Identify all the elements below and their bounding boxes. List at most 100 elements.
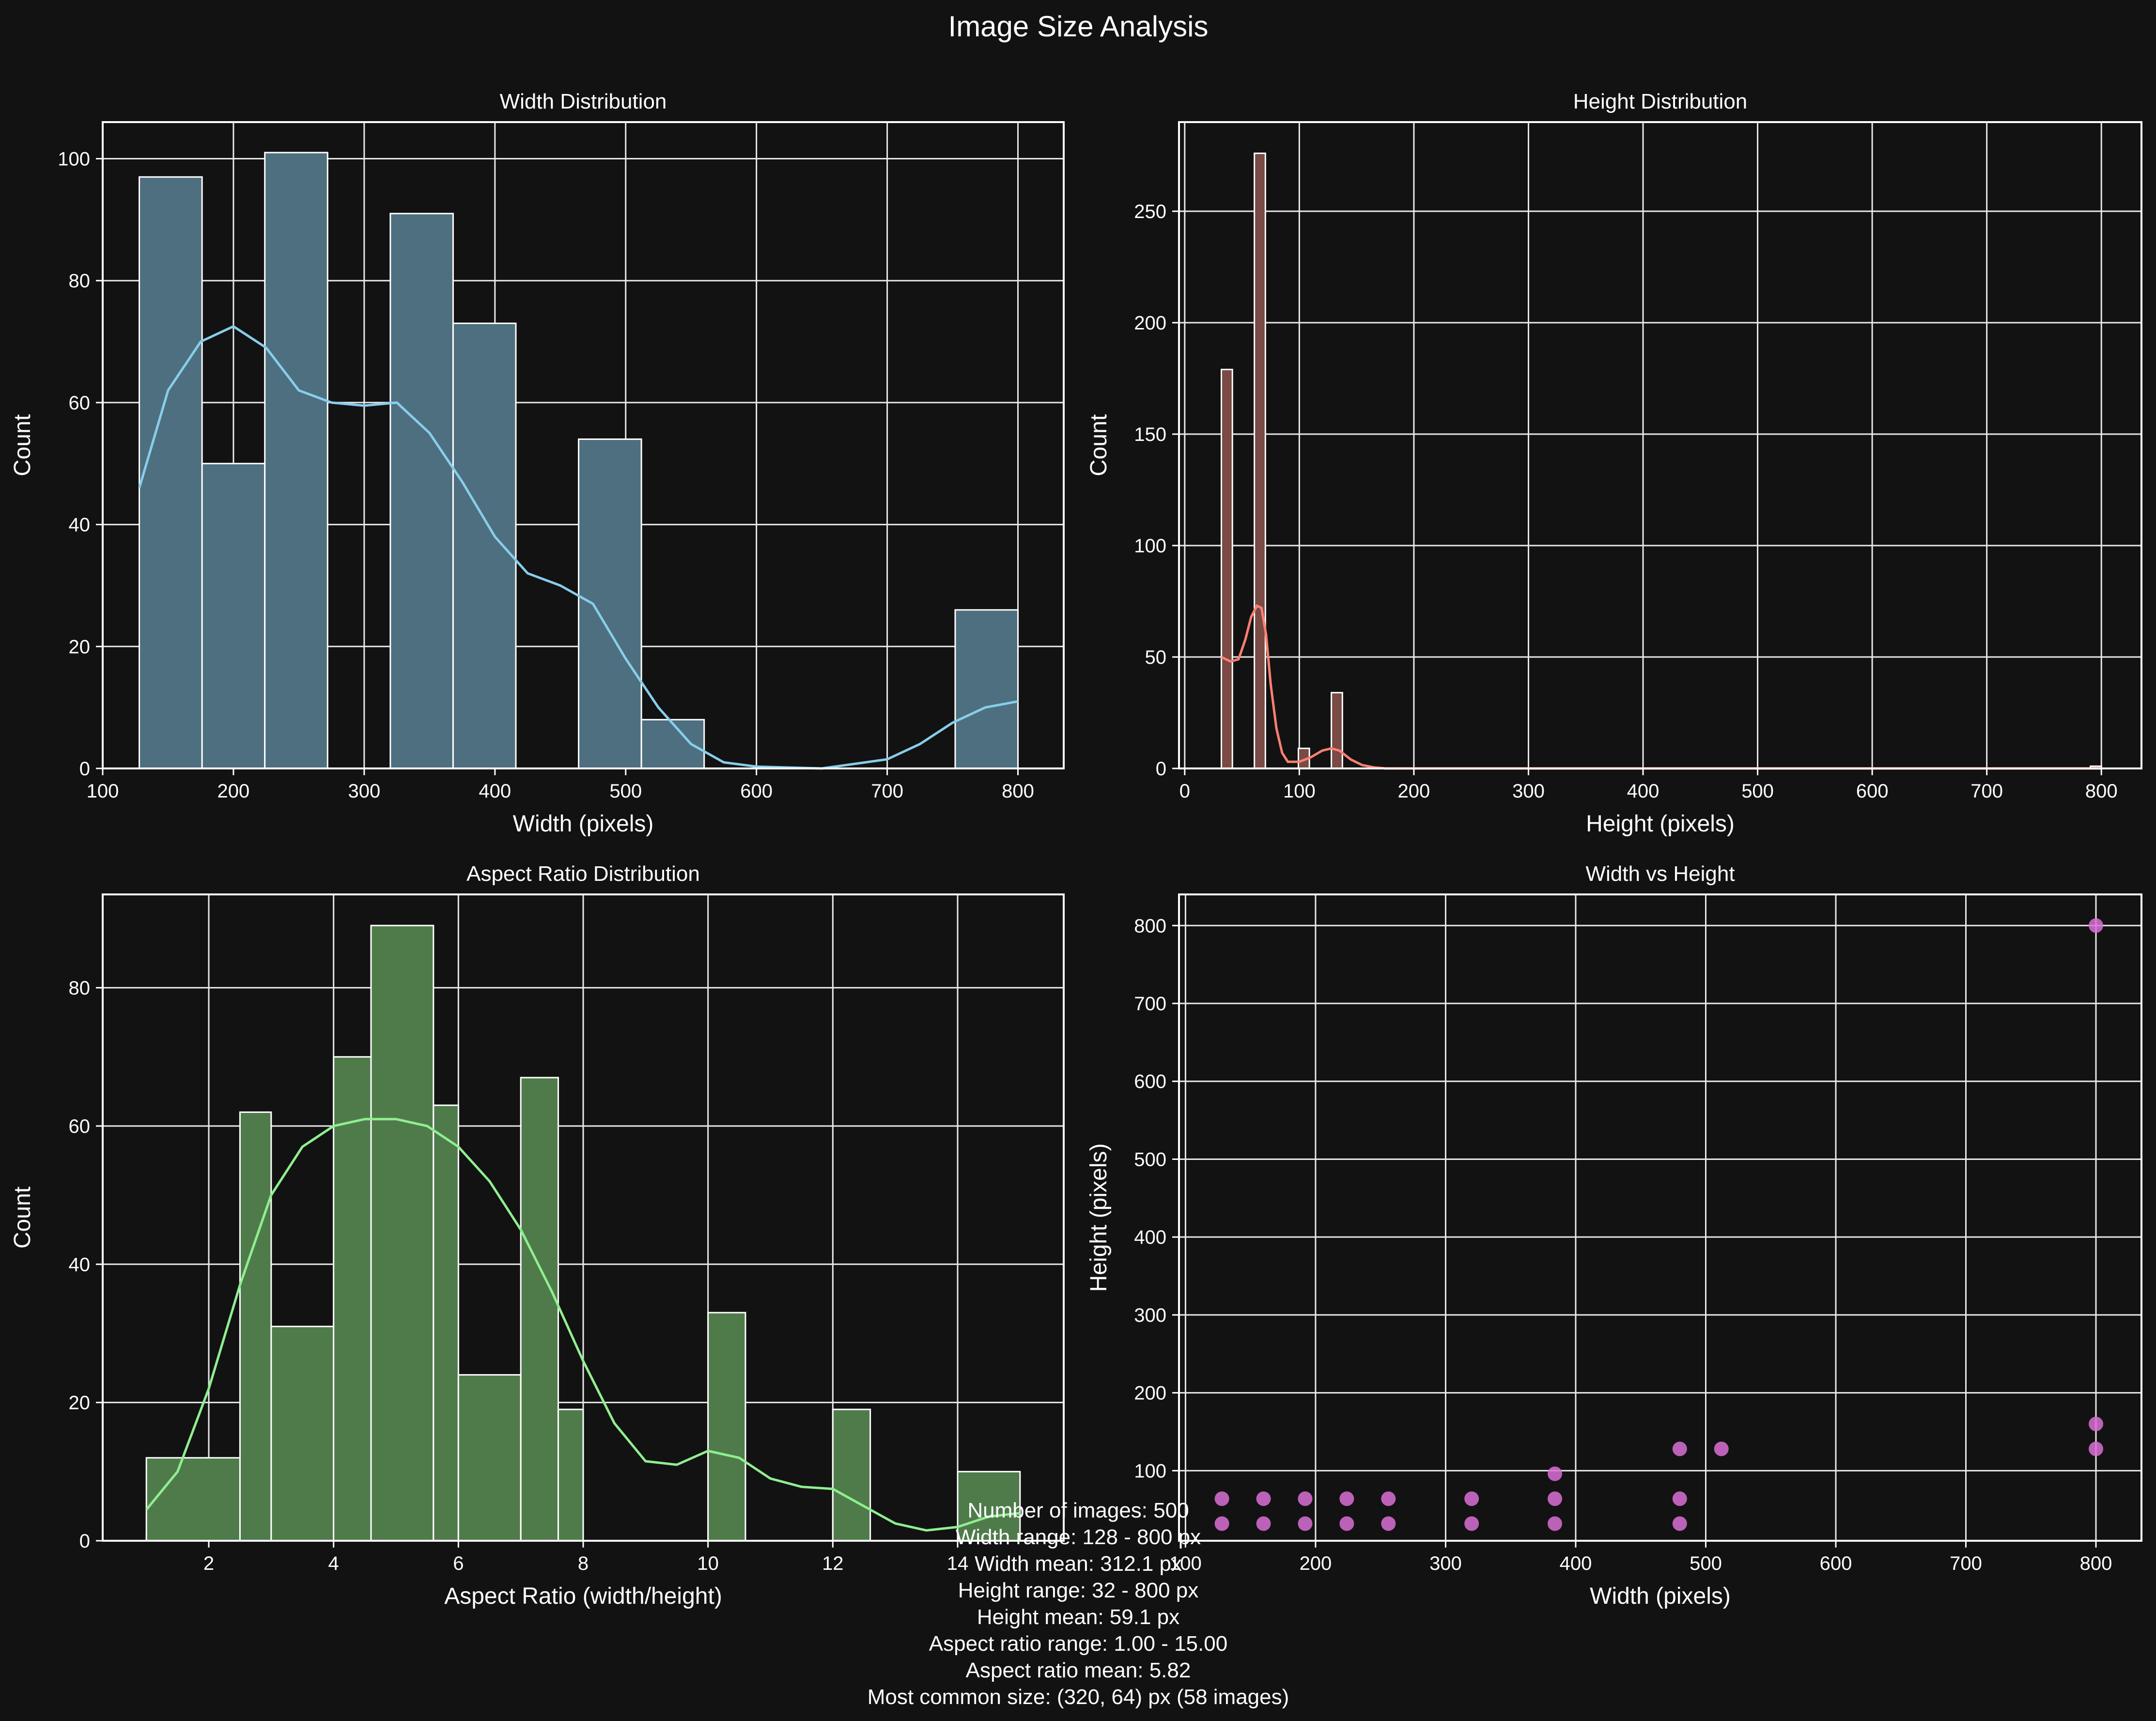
scatter-point — [1214, 1491, 1229, 1506]
height-x-tick-label: 300 — [1512, 781, 1545, 802]
stats-line: Number of images: 500 — [967, 1499, 1189, 1522]
scatter-axes-frame — [1178, 893, 2142, 1542]
aspect-x-tick-label: 4 — [328, 1553, 339, 1574]
width-hist-bar — [201, 463, 266, 769]
scatter-point — [2089, 1441, 2104, 1456]
scatter-point — [1256, 1516, 1271, 1531]
width-y-tick-label: 0 — [79, 758, 90, 780]
aspect-y-tick-label: 40 — [69, 1254, 91, 1275]
height-chart-title: Height Distribution — [1573, 90, 1748, 113]
scatter-point — [1298, 1491, 1313, 1506]
height-hist-bar — [1254, 152, 1266, 769]
scatter-point — [2089, 918, 2104, 933]
width-axes-frame — [102, 121, 1065, 769]
aspect-x-tick-label: 2 — [203, 1553, 214, 1574]
height-y-tick-label: 150 — [1134, 424, 1166, 445]
height-x-tick-label: 600 — [1856, 781, 1889, 802]
height-hist-bar — [1331, 692, 1343, 769]
aspect-hist-bar — [557, 1408, 584, 1542]
aspect-x-axis-label: Aspect Ratio (width/height) — [444, 1583, 722, 1609]
width-x-tick-label: 800 — [1002, 781, 1034, 802]
stats-line: Width range: 128 - 800 px — [956, 1525, 1201, 1549]
width-x-axis-label: Width (pixels) — [513, 811, 654, 837]
scatter-point — [2089, 1416, 2104, 1431]
scatter-y-tick-label: 800 — [1134, 915, 1166, 937]
scatter-y-tick-label: 500 — [1134, 1149, 1166, 1170]
scatter-y-axis-label: Height (pixels) — [1086, 1143, 1112, 1292]
height-x-tick-label: 200 — [1398, 781, 1430, 802]
width-x-tick-label: 100 — [87, 781, 119, 802]
scatter-y-tick-label: 700 — [1134, 993, 1166, 1015]
width-y-axis-label: Count — [10, 414, 35, 476]
figure-title: Image Size Analysis — [948, 10, 1209, 43]
scatter-x-tick-label: 700 — [1950, 1553, 1982, 1574]
width-hist-bar — [389, 213, 454, 769]
scatter-point — [1672, 1491, 1687, 1506]
height-x-tick-label: 800 — [2085, 781, 2118, 802]
height-y-tick-label: 0 — [1156, 758, 1166, 780]
width-y-tick-label: 100 — [58, 149, 90, 170]
scatter-y-tick-label: 600 — [1134, 1071, 1166, 1093]
scatter-x-tick-label: 600 — [1820, 1553, 1852, 1574]
height-hist-bar — [1221, 369, 1233, 769]
scatter-point — [1714, 1441, 1729, 1456]
scatter-point — [1381, 1491, 1396, 1506]
height-axes-frame — [1178, 121, 2142, 769]
stats-line: Height mean: 59.1 px — [977, 1605, 1179, 1629]
width-hist-bar — [954, 609, 1019, 769]
width-x-tick-label: 700 — [871, 781, 903, 802]
width-hist-bar — [139, 176, 203, 769]
scatter-x-tick-label: 300 — [1429, 1553, 1462, 1574]
width-y-tick-label: 20 — [69, 636, 91, 657]
stats-line: Most common size: (320, 64) px (58 image… — [868, 1685, 1289, 1709]
aspect-y-tick-label: 80 — [69, 978, 91, 999]
aspect-chart-title: Aspect Ratio Distribution — [466, 862, 700, 886]
aspect-y-axis-label: Count — [10, 1187, 35, 1249]
aspect-x-tick-label: 8 — [578, 1553, 589, 1574]
width-y-tick-label: 80 — [69, 270, 91, 292]
scatter-x-axis-label: Width (pixels) — [1590, 1583, 1731, 1609]
aspect-hist-bar — [520, 1077, 559, 1542]
aspect-hist-bar — [707, 1312, 746, 1542]
stats-line: Height range: 32 - 800 px — [958, 1579, 1199, 1602]
height-y-axis-label: Count — [1086, 414, 1112, 476]
width-hist-bar — [578, 438, 642, 769]
aspect-x-tick-label: 6 — [453, 1553, 464, 1574]
aspect-hist-bar — [270, 1326, 335, 1542]
width-x-tick-label: 200 — [217, 781, 250, 802]
scatter-point — [1339, 1516, 1354, 1531]
width-chart-title: Width Distribution — [500, 90, 667, 113]
scatter-x-tick-label: 500 — [1690, 1553, 1722, 1574]
aspect-y-tick-label: 20 — [69, 1392, 91, 1414]
scatter-point — [1548, 1466, 1563, 1481]
width-kde-line — [138, 325, 1018, 770]
height-x-tick-label: 100 — [1283, 781, 1316, 802]
aspect-hist-bar — [457, 1374, 522, 1542]
scatter-point — [1548, 1491, 1563, 1506]
aspect-hist-bar — [433, 1104, 459, 1542]
height-x-tick-label: 500 — [1741, 781, 1774, 802]
width-y-tick-label: 60 — [69, 392, 91, 414]
scatter-point — [1256, 1491, 1271, 1506]
aspect-hist-bar — [333, 1056, 372, 1542]
scatter-y-tick-label: 400 — [1134, 1227, 1166, 1248]
aspect-y-tick-label: 0 — [79, 1531, 90, 1552]
aspect-hist-bar — [145, 1457, 241, 1542]
scatter-point — [1298, 1516, 1313, 1531]
aspect-kde-line — [145, 1118, 1021, 1532]
width-hist-bar — [640, 719, 705, 769]
aspect-hist-bar — [957, 1471, 1021, 1542]
width-panel: 100 200 300 400 500 600 700 800 0 20 40 60 80 100 Widt… — [10, 90, 1065, 837]
width-x-tick-label: 500 — [609, 781, 642, 802]
height-x-tick-label: 0 — [1179, 781, 1190, 802]
scatter-point — [1464, 1516, 1479, 1531]
height-y-tick-label: 50 — [1145, 647, 1167, 668]
aspect-hist-bar — [832, 1408, 871, 1542]
width-y-tick-label: 40 — [69, 515, 91, 536]
stats-text: Number of images: 500 Width range: 128 - … — [868, 1499, 1289, 1709]
height-kde-line — [1221, 604, 2102, 770]
height-x-tick-label: 700 — [1970, 781, 2003, 802]
aspect-hist-bar — [239, 1111, 272, 1542]
aspect-hist-bar — [370, 924, 434, 1542]
